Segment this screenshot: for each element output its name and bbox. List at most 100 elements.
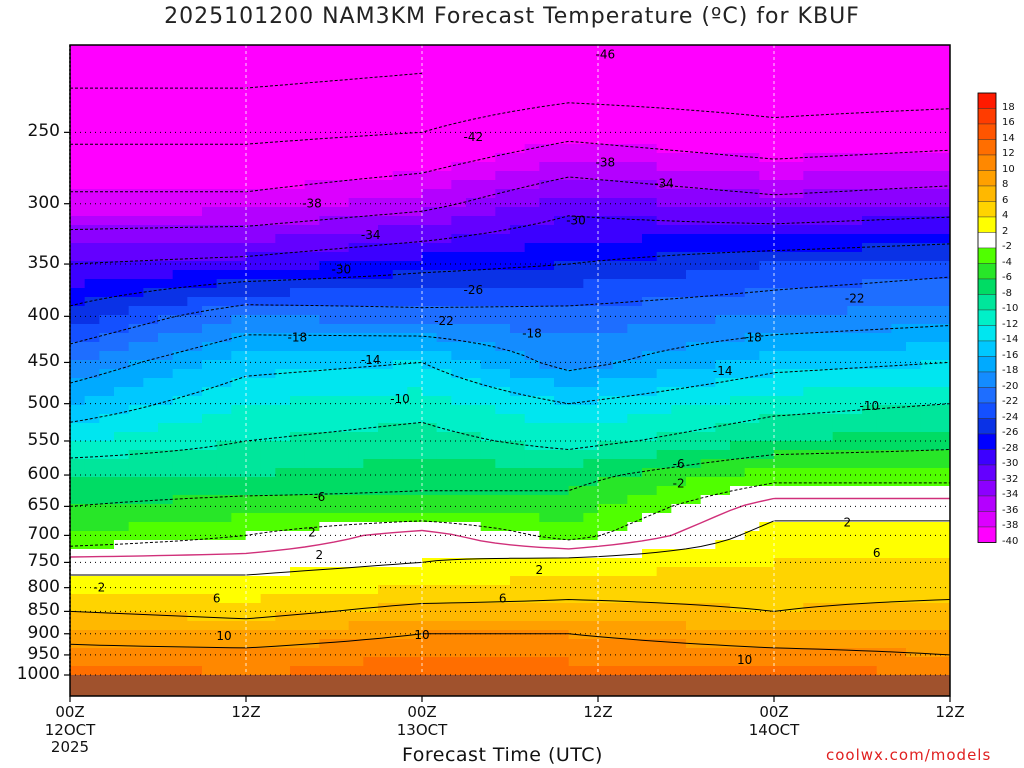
heat-cell: [671, 495, 687, 505]
heat-cell: [598, 270, 614, 280]
heat-cell: [84, 639, 100, 649]
heat-cell: [583, 351, 599, 361]
heat-cell: [906, 594, 922, 604]
heat-cell: [275, 666, 291, 675]
heat-cell: [627, 324, 643, 334]
heat-cell: [319, 351, 335, 361]
heat-cell: [480, 270, 496, 280]
heat-cell: [99, 423, 115, 433]
heat-cell: [598, 486, 614, 496]
heat-cell: [715, 360, 731, 370]
heat-cell: [466, 450, 482, 460]
heat-cell: [524, 504, 540, 514]
heat-cell: [862, 351, 878, 361]
heat-cell: [143, 621, 159, 631]
heat-cell: [686, 99, 702, 109]
heat-cell: [862, 279, 878, 289]
heat-cell: [730, 81, 746, 91]
heat-cell: [715, 405, 731, 415]
heat-cell: [246, 126, 262, 136]
heat-cell: [935, 594, 950, 604]
heat-cell: [246, 459, 262, 469]
heat-cell: [290, 144, 306, 154]
heat-cell: [363, 387, 379, 397]
heat-cell: [642, 234, 658, 244]
heat-cell: [671, 531, 687, 541]
heat-cell: [832, 324, 848, 334]
heat-cell: [378, 432, 394, 442]
heat-cell: [891, 450, 907, 460]
contour-label: 2: [536, 563, 544, 577]
heat-cell: [319, 162, 335, 172]
heat-cell: [788, 279, 804, 289]
heat-cell: [671, 657, 687, 667]
heat-cell: [422, 279, 438, 289]
heat-cell: [407, 666, 423, 675]
heat-cell: [862, 522, 878, 532]
heat-cell: [451, 153, 467, 163]
heat-cell: [392, 99, 408, 109]
heat-cell: [495, 162, 511, 172]
heat-cell: [920, 261, 936, 271]
heat-cell: [143, 252, 159, 262]
heat-cell: [84, 81, 100, 91]
heat-cell: [392, 630, 408, 640]
heat-cell: [187, 621, 203, 631]
heat-cell: [407, 414, 423, 424]
heat-cell: [246, 567, 262, 577]
heat-cell: [260, 234, 276, 244]
heat-cell: [554, 108, 570, 118]
heat-cell: [187, 360, 203, 370]
heat-cell: [363, 135, 379, 145]
heat-cell: [598, 99, 614, 109]
heat-cell: [128, 108, 144, 118]
heat-cell: [480, 522, 496, 532]
heat-cell: [114, 612, 130, 622]
heat-cell: [172, 288, 188, 298]
heat-cell: [348, 612, 364, 622]
heat-cell: [891, 45, 907, 55]
heat-cell: [598, 189, 614, 199]
heat-cell: [539, 225, 555, 235]
heat-cell: [290, 576, 306, 586]
heat-cell: [363, 81, 379, 91]
heat-cell: [920, 423, 936, 433]
heat-cell: [906, 387, 922, 397]
heat-cell: [304, 324, 320, 334]
heat-cell: [304, 279, 320, 289]
heat-cell: [759, 504, 775, 514]
heat-cell: [627, 450, 643, 460]
heat-cell: [202, 45, 218, 55]
heat-cell: [84, 495, 100, 505]
heat-cell: [436, 450, 452, 460]
heat-cell: [700, 117, 716, 127]
heat-cell: [231, 243, 247, 253]
heat-cell: [524, 639, 540, 649]
heat-cell: [172, 576, 188, 586]
heat-cell: [920, 585, 936, 595]
heat-cell: [495, 279, 511, 289]
heat-cell: [70, 126, 86, 136]
heat-cell: [876, 351, 892, 361]
heat-cell: [715, 90, 731, 100]
heat-cell: [920, 342, 936, 352]
heat-cell: [612, 441, 628, 451]
heat-cell: [686, 54, 702, 64]
heat-cell: [290, 531, 306, 541]
heat-cell: [598, 171, 614, 181]
heat-cell: [744, 261, 760, 271]
heat-cell: [187, 117, 203, 127]
heat-cell: [348, 522, 364, 532]
heat-cell: [290, 234, 306, 244]
heat-cell: [114, 198, 130, 208]
heat-cell: [774, 207, 790, 217]
heat-cell: [466, 612, 482, 622]
heat-cell: [495, 522, 511, 532]
heat-cell: [920, 234, 936, 244]
heat-cell: [891, 81, 907, 91]
heat-cell: [158, 99, 174, 109]
heat-cell: [304, 351, 320, 361]
heat-cell: [671, 423, 687, 433]
heat-cell: [172, 621, 188, 631]
heat-cell: [656, 54, 672, 64]
